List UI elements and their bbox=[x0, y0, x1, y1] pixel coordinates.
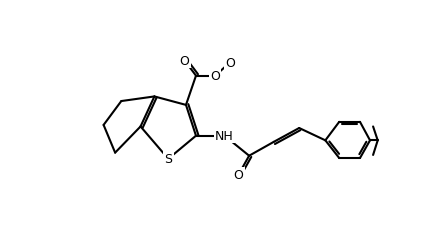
Text: O: O bbox=[210, 70, 220, 83]
Text: NH: NH bbox=[215, 130, 234, 143]
Text: S: S bbox=[164, 153, 172, 165]
Text: O: O bbox=[180, 54, 189, 67]
Text: O: O bbox=[233, 169, 243, 182]
Text: O: O bbox=[225, 57, 235, 70]
